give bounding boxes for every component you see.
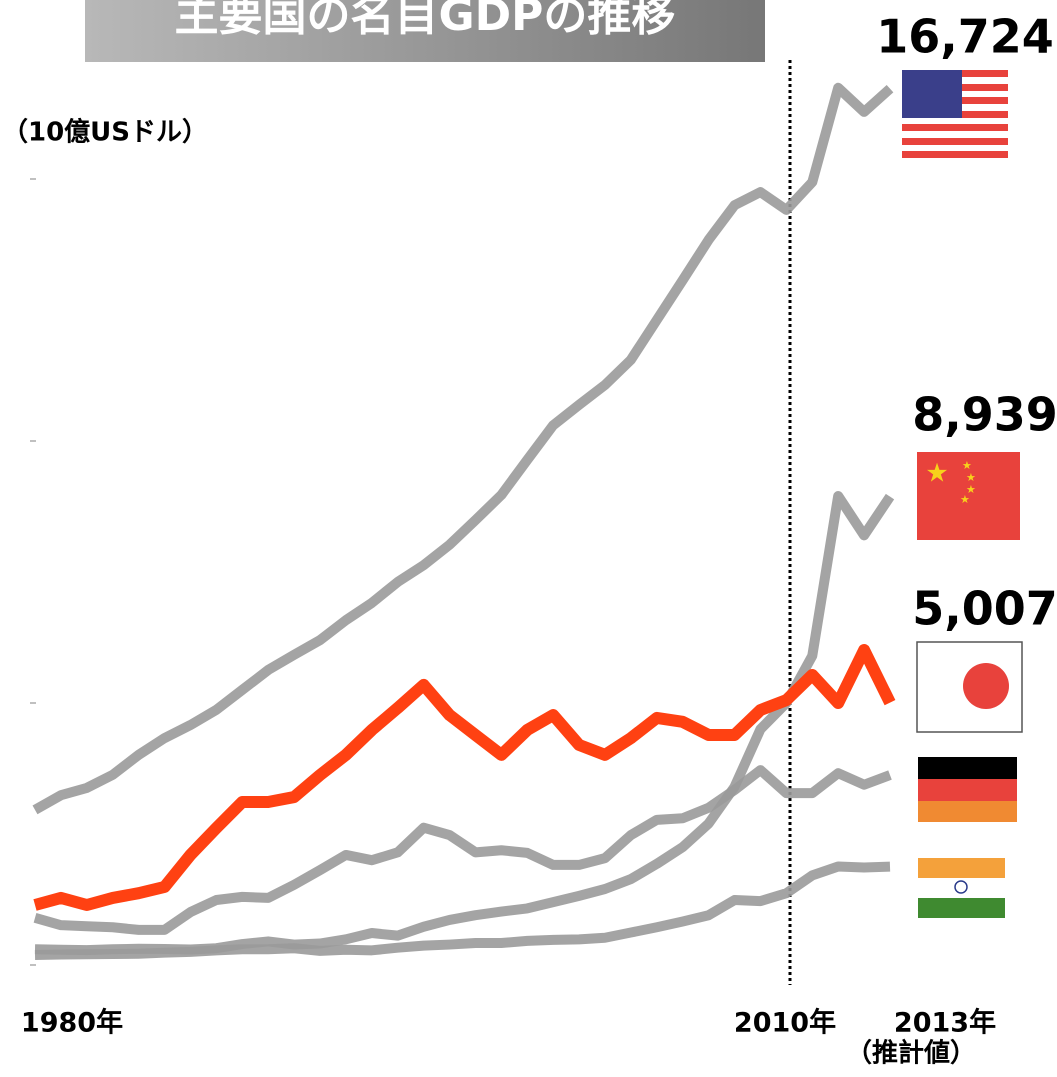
x-tick-label: 1980年 [21,1007,123,1039]
svg-text:★: ★ [966,471,976,484]
value-label: 8,939 [912,388,1057,442]
value-label: 5,007 [912,582,1057,636]
series-line [33,644,896,912]
svg-text:★: ★ [962,459,972,472]
series-line [32,82,894,815]
flag-de [918,757,1017,822]
x-tick-label: 2010年 [734,1007,836,1039]
flag-cn: ★ ★ ★ ★ ★ [917,452,1020,540]
title-box [85,0,765,62]
y-axis-label: （10億USドル） [2,118,208,148]
svg-text:★: ★ [960,493,970,506]
flag-in [918,858,1005,918]
chart-title: 主要国の名目GDPの推移 [175,0,676,41]
x-tick-label: 2013年 [894,1007,996,1039]
flag-us [902,70,1008,158]
x-annotation: （推計値） [846,1038,976,1069]
flag-jp [916,641,1023,733]
series-line [33,765,892,935]
svg-text:★: ★ [925,459,948,489]
svg-text:★: ★ [966,483,976,496]
series-line [34,861,891,961]
value-label: 16,724 [876,10,1054,64]
